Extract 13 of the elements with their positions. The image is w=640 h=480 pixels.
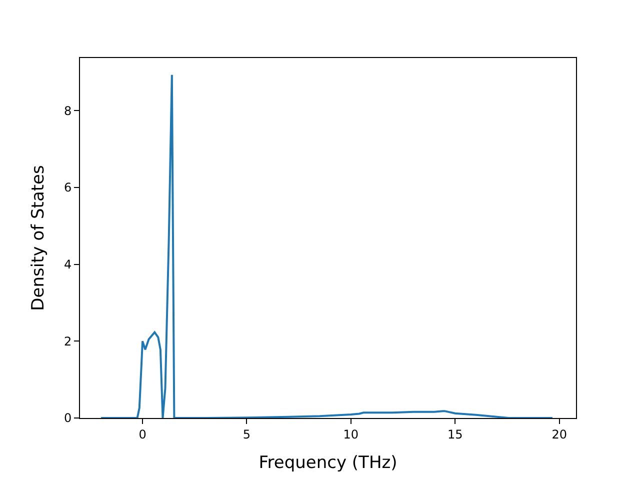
y-tick-label: 0 [64, 411, 72, 426]
x-tick-label: 15 [447, 427, 463, 442]
y-tick-label: 6 [64, 180, 72, 195]
x-tick-label: 0 [138, 427, 146, 442]
x-axis-title: Frequency (THz) [258, 452, 398, 473]
x-tick-label: 5 [242, 427, 251, 442]
line-series [100, 74, 554, 418]
y-axis-title: Density of States [28, 165, 49, 311]
x-tick-label: 20 [552, 427, 567, 442]
y-tick-label: 4 [64, 258, 72, 272]
y-tick-label: 8 [64, 104, 72, 118]
x-tick-label: 10 [343, 427, 359, 442]
y-tick-label: 2 [64, 334, 72, 348]
